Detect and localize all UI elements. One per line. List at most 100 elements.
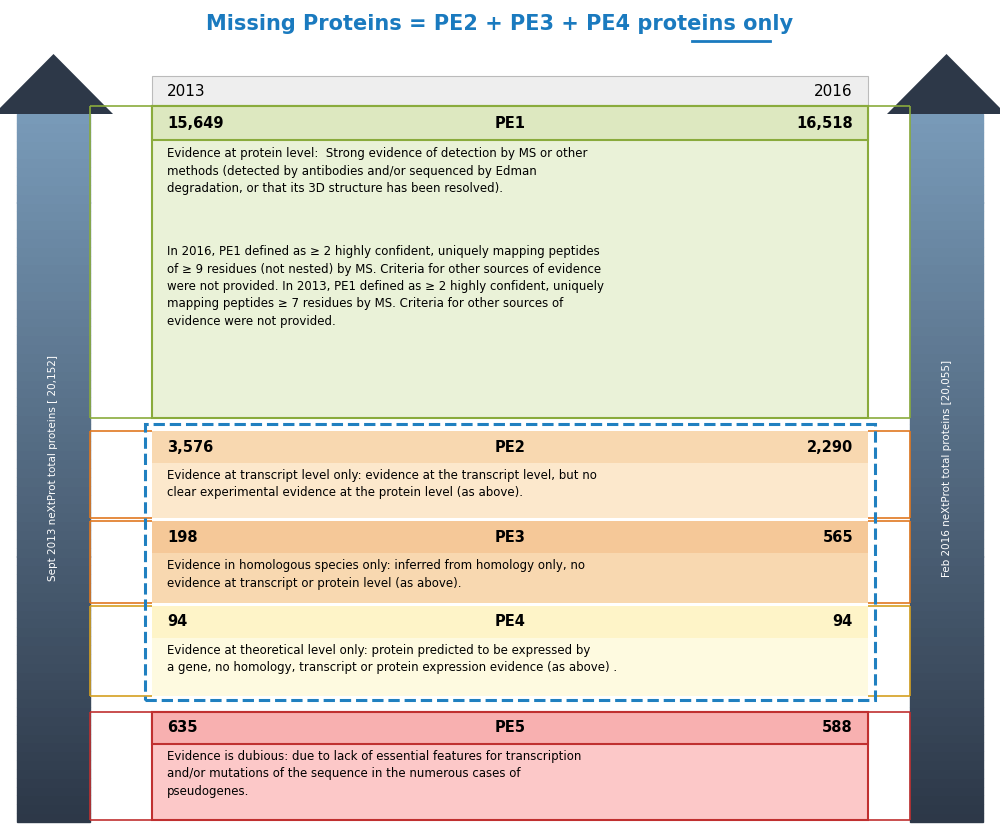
Bar bbox=[17, 282, 90, 291]
Bar bbox=[17, 600, 90, 610]
Text: Missing Proteins = PE2 + PE3 + PE4 proteins only: Missing Proteins = PE2 + PE3 + PE4 prote… bbox=[206, 14, 794, 34]
Text: Evidence in homologous species only: inferred from homology only, no
evidence at: Evidence in homologous species only: inf… bbox=[167, 559, 585, 590]
Text: Evidence at protein level:  Strong evidence of detection by MS or other
methods : Evidence at protein level: Strong eviden… bbox=[167, 147, 588, 195]
Bar bbox=[17, 114, 90, 123]
Text: Evidence is dubious: due to lack of essential features for transcription
and/or : Evidence is dubious: due to lack of esse… bbox=[167, 750, 581, 798]
Text: 3,576: 3,576 bbox=[167, 440, 213, 455]
Bar bbox=[910, 149, 983, 158]
Bar bbox=[17, 707, 90, 716]
Bar bbox=[17, 725, 90, 733]
Bar bbox=[910, 707, 983, 716]
Bar bbox=[17, 344, 90, 353]
Bar bbox=[910, 441, 983, 450]
Bar bbox=[910, 433, 983, 441]
Bar bbox=[17, 698, 90, 707]
Bar bbox=[910, 406, 983, 414]
Bar bbox=[910, 769, 983, 778]
Bar bbox=[17, 264, 90, 274]
Bar bbox=[17, 353, 90, 362]
Text: Evidence at theoretical level only: protein predicted to be expressed by
a gene,: Evidence at theoretical level only: prot… bbox=[167, 644, 617, 675]
Bar bbox=[17, 379, 90, 389]
Bar bbox=[910, 813, 983, 822]
Bar bbox=[17, 362, 90, 370]
Bar bbox=[17, 433, 90, 441]
FancyBboxPatch shape bbox=[152, 712, 868, 744]
Bar bbox=[17, 742, 90, 751]
Bar bbox=[910, 760, 983, 769]
Bar bbox=[910, 229, 983, 238]
Bar bbox=[17, 574, 90, 583]
Bar bbox=[910, 318, 983, 326]
Bar bbox=[17, 504, 90, 512]
Bar bbox=[17, 627, 90, 636]
Bar bbox=[910, 123, 983, 132]
Bar bbox=[910, 220, 983, 229]
Bar bbox=[910, 326, 983, 335]
Bar bbox=[17, 167, 90, 176]
Bar bbox=[910, 583, 983, 592]
Text: 94: 94 bbox=[833, 615, 853, 630]
Bar bbox=[17, 592, 90, 600]
Bar bbox=[910, 414, 983, 424]
Bar bbox=[17, 813, 90, 822]
FancyBboxPatch shape bbox=[152, 606, 868, 638]
Bar bbox=[17, 255, 90, 264]
Bar bbox=[17, 556, 90, 565]
Bar bbox=[17, 123, 90, 132]
Bar bbox=[17, 424, 90, 433]
FancyBboxPatch shape bbox=[152, 606, 868, 696]
Bar bbox=[910, 636, 983, 645]
Bar bbox=[910, 141, 983, 149]
Bar bbox=[17, 291, 90, 300]
Bar bbox=[910, 176, 983, 185]
Bar bbox=[17, 397, 90, 406]
FancyBboxPatch shape bbox=[152, 431, 868, 463]
FancyBboxPatch shape bbox=[152, 106, 868, 418]
Text: Sept 2013 neXtProt total proteins [ 20,152]: Sept 2013 neXtProt total proteins [ 20,1… bbox=[48, 355, 59, 581]
Bar bbox=[17, 751, 90, 760]
Bar bbox=[17, 406, 90, 414]
Bar bbox=[17, 247, 90, 255]
Text: 635: 635 bbox=[167, 721, 198, 736]
Bar bbox=[17, 274, 90, 282]
Bar bbox=[910, 193, 983, 203]
Bar bbox=[910, 574, 983, 583]
Bar bbox=[910, 167, 983, 176]
Text: 15,649: 15,649 bbox=[167, 115, 224, 130]
Bar bbox=[910, 353, 983, 362]
Bar bbox=[910, 282, 983, 291]
Bar bbox=[17, 583, 90, 592]
Bar bbox=[910, 264, 983, 274]
Bar bbox=[17, 548, 90, 556]
Bar bbox=[17, 318, 90, 326]
Bar bbox=[17, 671, 90, 681]
FancyBboxPatch shape bbox=[152, 712, 868, 820]
Bar bbox=[17, 468, 90, 477]
Bar bbox=[17, 485, 90, 495]
Bar bbox=[910, 211, 983, 220]
Text: 16,518: 16,518 bbox=[796, 115, 853, 130]
Bar bbox=[17, 229, 90, 238]
Bar bbox=[910, 796, 983, 804]
Bar bbox=[910, 778, 983, 786]
Bar bbox=[910, 300, 983, 309]
Bar bbox=[17, 193, 90, 203]
Polygon shape bbox=[0, 54, 113, 114]
Bar bbox=[910, 291, 983, 300]
Bar bbox=[17, 663, 90, 671]
Bar bbox=[910, 114, 983, 123]
Bar bbox=[910, 804, 983, 813]
Bar bbox=[910, 512, 983, 521]
Bar bbox=[910, 716, 983, 725]
Bar bbox=[17, 760, 90, 769]
Bar bbox=[17, 636, 90, 645]
Bar bbox=[910, 530, 983, 539]
Bar bbox=[910, 751, 983, 760]
Text: Feb 2016 neXtProt total proteins [20,055]: Feb 2016 neXtProt total proteins [20,055… bbox=[942, 359, 952, 576]
Bar bbox=[910, 460, 983, 468]
Bar bbox=[910, 309, 983, 318]
Bar bbox=[910, 344, 983, 353]
Bar bbox=[910, 255, 983, 264]
Bar bbox=[17, 565, 90, 574]
Bar bbox=[910, 654, 983, 663]
